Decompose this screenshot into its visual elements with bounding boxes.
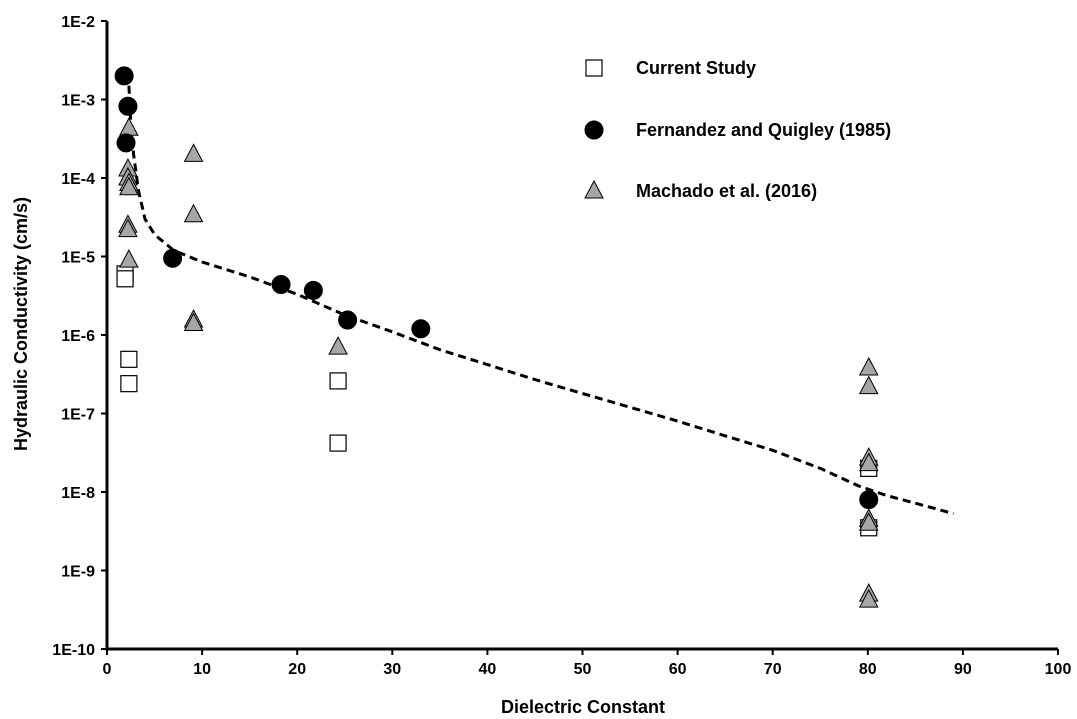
data-point	[120, 350, 138, 368]
data-point	[116, 270, 134, 288]
data-point	[183, 203, 204, 223]
data-point	[183, 143, 204, 162]
y-tick-label: 1E-9	[61, 564, 95, 581]
y-tick-label: 1E-10	[52, 642, 95, 659]
x-tick-label: 40	[479, 661, 497, 678]
series-2	[118, 117, 879, 608]
y-tick-label: 1E-8	[61, 485, 95, 502]
legend-marker	[584, 179, 604, 199]
data-point	[858, 452, 879, 472]
axes	[105, 21, 1058, 651]
x-axis-ticks: 0 10 20 30 40 50 60 70 80 90 100	[103, 649, 1072, 678]
legend-label: Machado et al. (2016)	[636, 181, 817, 201]
data-point	[119, 117, 139, 136]
legend-marker	[585, 59, 603, 77]
data-point	[858, 375, 879, 395]
data-point	[858, 356, 879, 376]
x-tick-label: 20	[288, 661, 306, 678]
x-tick-label: 50	[574, 661, 592, 678]
data-point	[119, 249, 139, 268]
data-point	[329, 372, 347, 390]
y-axis-ticks: 1E-10 1E-9 1E-8 1E-7 1E-6 1E-5 1E-4 1E-3 1E-2	[52, 14, 107, 659]
data-point	[163, 248, 183, 268]
x-tick-label: 70	[764, 661, 782, 678]
x-tick-label: 30	[383, 661, 401, 678]
y-tick-label: 1E-2	[61, 14, 95, 31]
data-point	[411, 319, 431, 339]
plot-area	[114, 66, 954, 608]
legend-marker	[584, 120, 604, 140]
data-point	[120, 375, 138, 393]
trendline	[127, 85, 954, 516]
y-tick-label: 1E-4	[61, 171, 95, 188]
data-point	[858, 589, 879, 608]
y-axis-title: Hydraulic Conductivity (cm/s)	[11, 197, 31, 451]
data-point	[183, 312, 204, 332]
data-point	[329, 434, 347, 452]
data-point	[119, 176, 139, 196]
data-point	[118, 96, 138, 116]
data-point	[116, 133, 136, 153]
legend-label: Current Study	[636, 58, 756, 78]
data-point	[859, 490, 879, 510]
x-tick-label: 80	[859, 661, 877, 678]
x-tick-label: 0	[103, 661, 112, 678]
data-point	[328, 336, 348, 355]
data-point	[303, 280, 323, 300]
y-tick-label: 1E-6	[61, 328, 95, 345]
data-point	[118, 218, 138, 238]
x-tick-label: 10	[193, 661, 211, 678]
series-1	[114, 66, 879, 510]
data-point	[271, 274, 291, 294]
y-tick-label: 1E-7	[61, 407, 95, 424]
y-tick-label: 1E-5	[61, 250, 95, 267]
x-tick-label: 100	[1045, 661, 1072, 678]
x-tick-label: 60	[669, 661, 687, 678]
series-0	[116, 265, 878, 537]
y-tick-label: 1E-3	[61, 93, 95, 110]
x-axis-title: Dielectric Constant	[501, 697, 665, 717]
legend: Current Study Fernandez and Quigley (1985…	[584, 58, 891, 201]
data-point	[858, 512, 879, 531]
data-point	[114, 66, 134, 86]
x-tick-label: 90	[954, 661, 972, 678]
data-point	[338, 310, 358, 330]
legend-label: Fernandez and Quigley (1985)	[636, 120, 891, 140]
